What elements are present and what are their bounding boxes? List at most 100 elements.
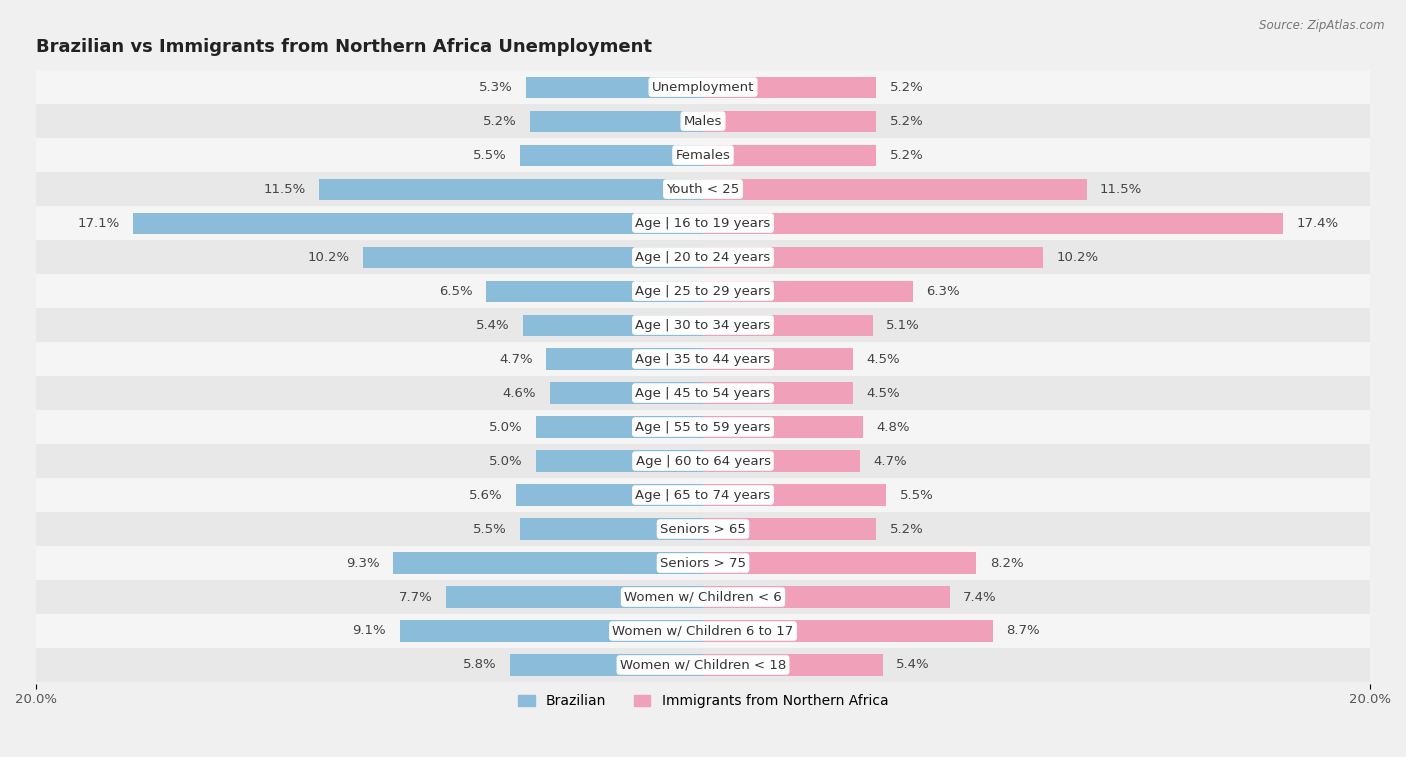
FancyBboxPatch shape xyxy=(37,512,1369,546)
Text: Age | 20 to 24 years: Age | 20 to 24 years xyxy=(636,251,770,263)
Text: Women w/ Children 6 to 17: Women w/ Children 6 to 17 xyxy=(613,625,793,637)
Text: 5.2%: 5.2% xyxy=(890,80,924,94)
Text: 9.1%: 9.1% xyxy=(353,625,387,637)
Text: Seniors > 75: Seniors > 75 xyxy=(659,556,747,569)
Text: 5.0%: 5.0% xyxy=(489,421,523,434)
Bar xyxy=(520,519,703,540)
Text: Women w/ Children < 18: Women w/ Children < 18 xyxy=(620,659,786,671)
FancyBboxPatch shape xyxy=(37,172,1369,206)
Text: 5.5%: 5.5% xyxy=(472,522,506,535)
FancyBboxPatch shape xyxy=(37,580,1369,614)
Text: 5.4%: 5.4% xyxy=(477,319,509,332)
Bar xyxy=(703,348,853,369)
Text: 5.5%: 5.5% xyxy=(900,488,934,502)
Text: 8.2%: 8.2% xyxy=(990,556,1024,569)
Text: 8.7%: 8.7% xyxy=(1007,625,1040,637)
Text: 7.7%: 7.7% xyxy=(399,590,433,603)
FancyBboxPatch shape xyxy=(37,274,1369,308)
Bar xyxy=(703,247,1043,267)
Bar xyxy=(516,484,703,506)
Bar xyxy=(703,382,853,403)
FancyBboxPatch shape xyxy=(37,478,1369,512)
Text: Age | 25 to 29 years: Age | 25 to 29 years xyxy=(636,285,770,298)
Text: 4.8%: 4.8% xyxy=(876,421,910,434)
Bar xyxy=(703,519,876,540)
Bar xyxy=(703,179,1087,200)
Text: Age | 55 to 59 years: Age | 55 to 59 years xyxy=(636,421,770,434)
Bar xyxy=(392,553,703,574)
Text: Youth < 25: Youth < 25 xyxy=(666,182,740,195)
FancyBboxPatch shape xyxy=(37,546,1369,580)
Text: 5.4%: 5.4% xyxy=(897,659,929,671)
Bar xyxy=(703,587,950,608)
FancyBboxPatch shape xyxy=(37,376,1369,410)
FancyBboxPatch shape xyxy=(37,138,1369,172)
FancyBboxPatch shape xyxy=(37,342,1369,376)
Text: Males: Males xyxy=(683,114,723,128)
Text: 5.6%: 5.6% xyxy=(470,488,503,502)
Bar xyxy=(703,281,912,301)
Text: 4.5%: 4.5% xyxy=(866,353,900,366)
Text: 4.7%: 4.7% xyxy=(499,353,533,366)
Bar xyxy=(523,314,703,335)
Bar xyxy=(486,281,703,301)
FancyBboxPatch shape xyxy=(37,308,1369,342)
Text: 17.1%: 17.1% xyxy=(77,217,120,229)
Text: 5.5%: 5.5% xyxy=(472,148,506,161)
Text: 6.3%: 6.3% xyxy=(927,285,960,298)
Text: 5.1%: 5.1% xyxy=(886,319,920,332)
Text: 10.2%: 10.2% xyxy=(1056,251,1098,263)
FancyBboxPatch shape xyxy=(37,648,1369,682)
Text: Seniors > 65: Seniors > 65 xyxy=(659,522,747,535)
Text: Unemployment: Unemployment xyxy=(652,80,754,94)
Text: 7.4%: 7.4% xyxy=(963,590,997,603)
Text: Brazilian vs Immigrants from Northern Africa Unemployment: Brazilian vs Immigrants from Northern Af… xyxy=(37,38,652,56)
Bar xyxy=(526,76,703,98)
Bar xyxy=(132,213,703,234)
Text: Females: Females xyxy=(675,148,731,161)
FancyBboxPatch shape xyxy=(37,614,1369,648)
Bar xyxy=(536,416,703,438)
Bar xyxy=(547,348,703,369)
Text: 11.5%: 11.5% xyxy=(264,182,307,195)
Text: Women w/ Children < 6: Women w/ Children < 6 xyxy=(624,590,782,603)
Text: 17.4%: 17.4% xyxy=(1296,217,1339,229)
Text: Age | 45 to 54 years: Age | 45 to 54 years xyxy=(636,387,770,400)
Text: Age | 30 to 34 years: Age | 30 to 34 years xyxy=(636,319,770,332)
Text: 4.7%: 4.7% xyxy=(873,454,907,468)
Text: Source: ZipAtlas.com: Source: ZipAtlas.com xyxy=(1260,19,1385,32)
Legend: Brazilian, Immigrants from Northern Africa: Brazilian, Immigrants from Northern Afri… xyxy=(512,689,894,714)
FancyBboxPatch shape xyxy=(37,70,1369,104)
Bar xyxy=(530,111,703,132)
Text: 4.5%: 4.5% xyxy=(866,387,900,400)
Text: Age | 65 to 74 years: Age | 65 to 74 years xyxy=(636,488,770,502)
FancyBboxPatch shape xyxy=(37,206,1369,240)
Text: 6.5%: 6.5% xyxy=(439,285,472,298)
Bar xyxy=(703,450,859,472)
Bar xyxy=(703,314,873,335)
Text: 5.3%: 5.3% xyxy=(479,80,513,94)
FancyBboxPatch shape xyxy=(37,104,1369,138)
Bar xyxy=(520,145,703,166)
Text: 10.2%: 10.2% xyxy=(308,251,350,263)
Bar xyxy=(703,484,886,506)
Bar xyxy=(509,655,703,675)
Text: Age | 35 to 44 years: Age | 35 to 44 years xyxy=(636,353,770,366)
Bar xyxy=(703,145,876,166)
Bar xyxy=(536,450,703,472)
Text: Age | 16 to 19 years: Age | 16 to 19 years xyxy=(636,217,770,229)
Bar xyxy=(363,247,703,267)
Text: 5.2%: 5.2% xyxy=(890,114,924,128)
Text: 11.5%: 11.5% xyxy=(1099,182,1142,195)
Bar xyxy=(703,76,876,98)
FancyBboxPatch shape xyxy=(37,444,1369,478)
Text: 5.2%: 5.2% xyxy=(890,148,924,161)
Bar xyxy=(703,111,876,132)
Text: 4.6%: 4.6% xyxy=(503,387,536,400)
Bar xyxy=(703,416,863,438)
Bar xyxy=(399,621,703,641)
Bar xyxy=(703,655,883,675)
FancyBboxPatch shape xyxy=(37,410,1369,444)
Text: 5.0%: 5.0% xyxy=(489,454,523,468)
Bar xyxy=(550,382,703,403)
